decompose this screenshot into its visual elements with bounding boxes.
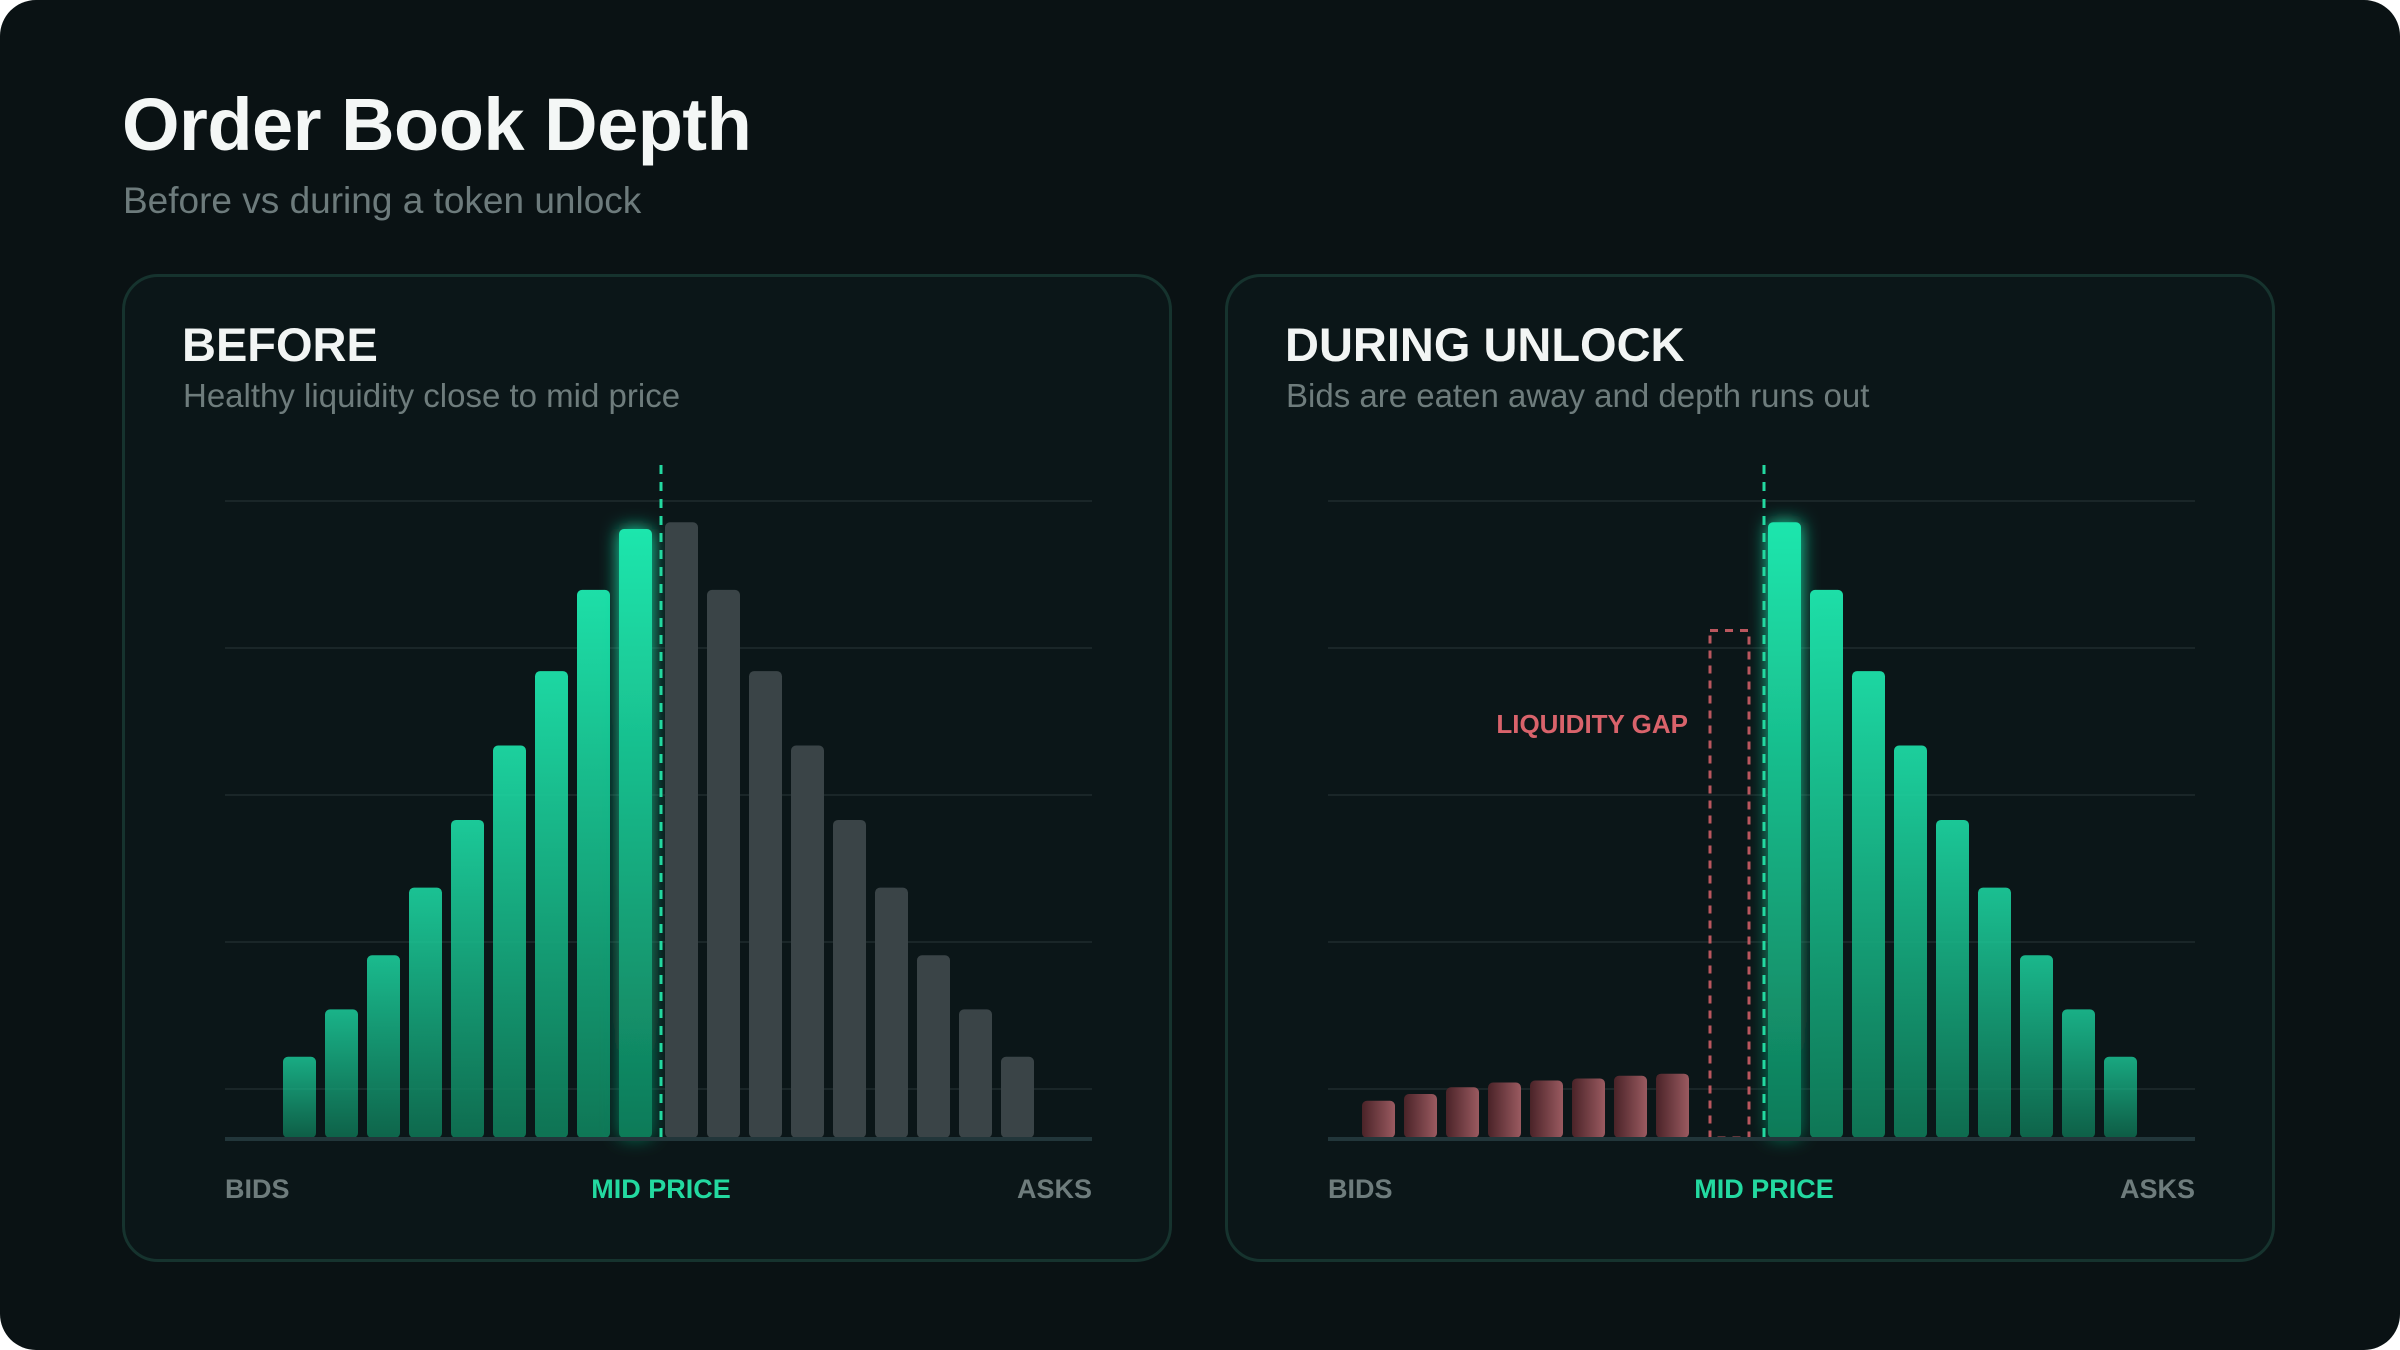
bid-bar-4	[1488, 1082, 1521, 1138]
ask-bar-5	[1936, 819, 1969, 1138]
ask-bar-3	[749, 671, 782, 1138]
ask-bar-6	[1978, 887, 2011, 1138]
liquidity-gap-outline	[1708, 629, 1751, 1140]
ask-bar-8	[2062, 1009, 2095, 1138]
bid-bar-5	[1530, 1080, 1563, 1138]
page-title: Order Book Depth	[122, 83, 752, 166]
bid-bar-7	[535, 671, 568, 1138]
ask-bar-1	[665, 522, 698, 1138]
ask-bar-2	[1810, 589, 1843, 1138]
bid-bar-2	[325, 1009, 358, 1138]
ask-bar-9	[1001, 1056, 1034, 1138]
before-depth-chart: BIDS MID PRICE ASKS	[225, 465, 1092, 1204]
ask-bar-2	[707, 589, 740, 1138]
ask-bar-4	[1894, 745, 1927, 1138]
bids-axis-label: BIDS	[1328, 1174, 1393, 1204]
ask-bar-4	[791, 745, 824, 1138]
asks-axis-label: ASKS	[2120, 1174, 2195, 1204]
bid-bar-9	[619, 529, 652, 1138]
bid-bar-1	[1362, 1100, 1395, 1138]
ask-bar-9	[2104, 1056, 2137, 1138]
ask-bar-6	[875, 887, 908, 1138]
bid-bar-6	[493, 745, 526, 1138]
bid-bar-5	[451, 819, 484, 1138]
bid-bar-8	[577, 589, 610, 1138]
ask-bar-7	[2020, 955, 2053, 1138]
ask-bar-3	[1852, 671, 1885, 1138]
bid-bar-3	[1446, 1087, 1479, 1138]
bid-bar-8	[1656, 1073, 1689, 1138]
during-unlock-depth-chart: LIQUIDITY GAP BIDS MID PRICE ASKS	[1328, 465, 2195, 1204]
ask-bar-1	[1768, 522, 1801, 1138]
during-unlock-chart-panel: DURING UNLOCK Bids are eaten away and de…	[1225, 274, 2275, 1262]
bid-bar-3	[367, 955, 400, 1138]
asks-axis-label: ASKS	[1017, 1174, 1092, 1204]
before-chart-title: BEFORE	[182, 318, 378, 371]
ask-bar-8	[959, 1009, 992, 1138]
during-unlock-chart-subtitle: Bids are eaten away and depth runs out	[1286, 377, 1870, 414]
ask-bar-7	[917, 955, 950, 1138]
ask-bar-5	[833, 819, 866, 1138]
bid-bar-2	[1404, 1094, 1437, 1138]
bid-bar-1	[283, 1056, 316, 1138]
before-chart-panel: BEFORE Healthy liquidity close to mid pr…	[122, 274, 1172, 1262]
bid-bar-6	[1572, 1078, 1605, 1138]
bids-axis-label: BIDS	[225, 1174, 290, 1204]
before-chart-subtitle: Healthy liquidity close to mid price	[183, 377, 681, 414]
mid-price-label: MID PRICE	[591, 1174, 731, 1204]
during-unlock-chart-title: DURING UNLOCK	[1285, 318, 1685, 371]
mid-price-label: MID PRICE	[1694, 1174, 1834, 1204]
liquidity-gap-label: LIQUIDITY GAP	[1496, 709, 1688, 739]
bid-bar-7	[1614, 1075, 1647, 1138]
bid-bar-4	[409, 887, 442, 1138]
page-subtitle: Before vs during a token unlock	[123, 180, 642, 221]
